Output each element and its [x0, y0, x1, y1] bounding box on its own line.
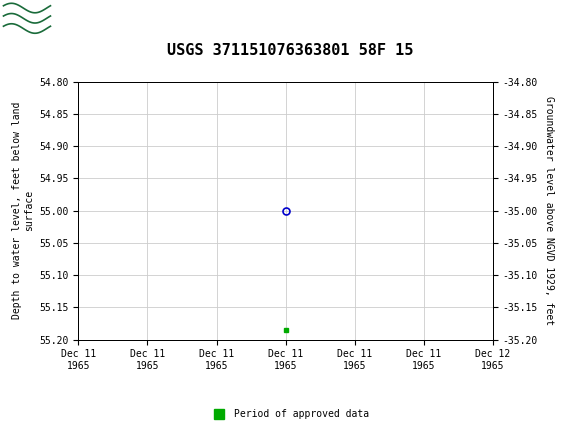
Y-axis label: Groundwater level above NGVD 1929, feet: Groundwater level above NGVD 1929, feet: [543, 96, 553, 325]
Y-axis label: Depth to water level, feet below land
surface: Depth to water level, feet below land su…: [12, 102, 34, 319]
Text: USGS: USGS: [60, 9, 111, 27]
Bar: [0, 0, 55, 37]
Legend: Period of approved data: Period of approved data: [208, 405, 372, 423]
Text: USGS 371151076363801 58F 15: USGS 371151076363801 58F 15: [167, 43, 413, 58]
